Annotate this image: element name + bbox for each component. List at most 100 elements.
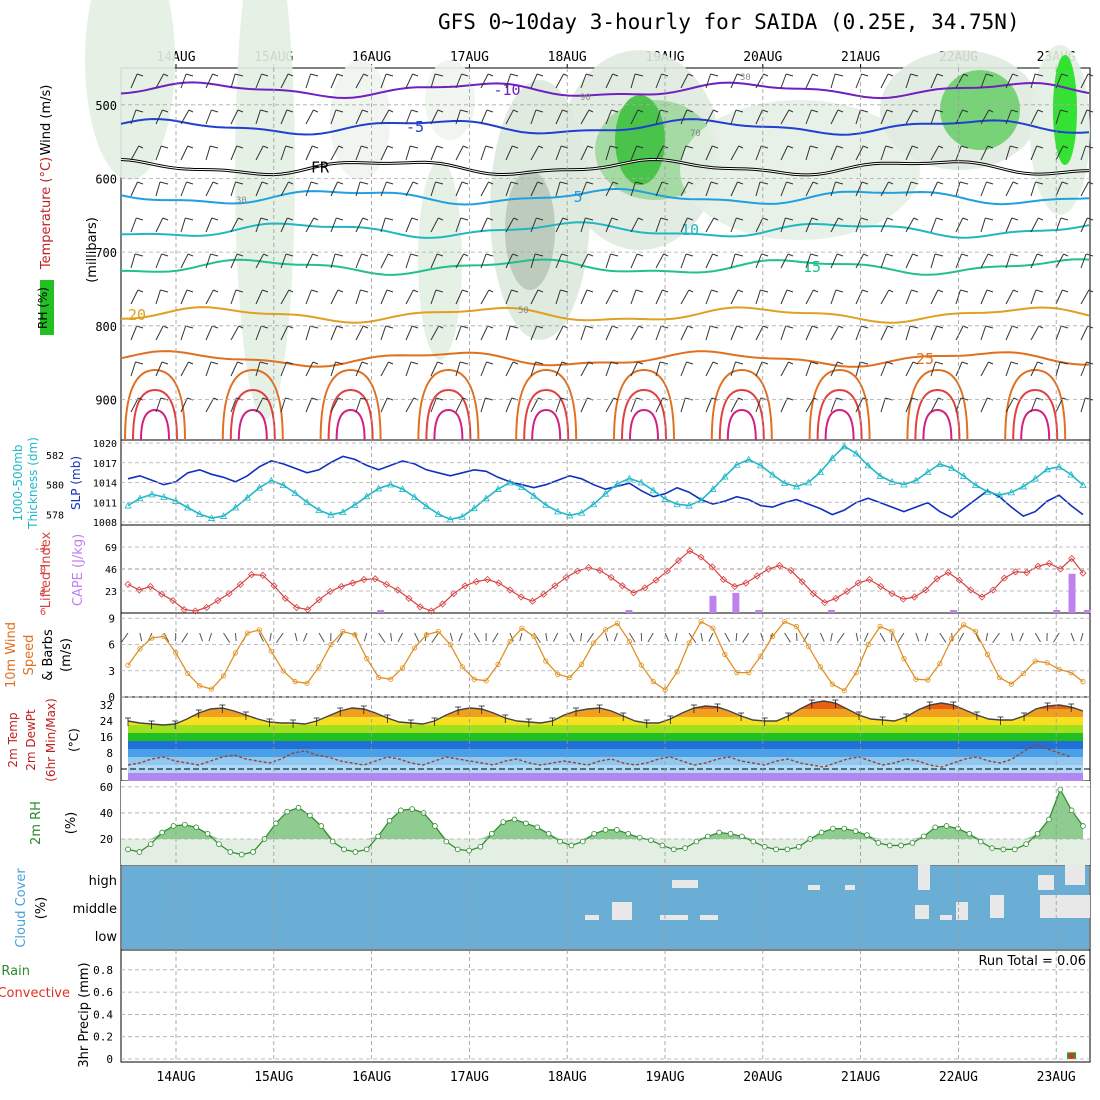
wind-barb — [530, 109, 537, 125]
cloud-gap — [915, 905, 929, 919]
wind-barb-flag — [912, 361, 919, 365]
thickness-line — [127, 455, 1084, 519]
wind-barb-flag — [686, 361, 694, 365]
slp-point — [864, 461, 872, 469]
lifted-index-point — [225, 589, 233, 598]
wind-barb-flag — [136, 73, 144, 77]
temp-band — [128, 757, 1083, 765]
isotherm-loop — [621, 388, 667, 441]
wind-barb-flag — [988, 361, 994, 365]
isotherm-loop — [229, 388, 276, 441]
wind-barb — [930, 109, 937, 125]
wind-barb — [130, 73, 138, 89]
rh-point — [705, 833, 711, 840]
wind-barb-flag — [1038, 217, 1044, 221]
slp-point — [351, 501, 359, 508]
wind-barb-flag — [1038, 325, 1044, 329]
wind-barb-flag — [437, 109, 444, 113]
wind-barb — [805, 145, 811, 161]
slp-point — [780, 479, 789, 487]
wind-barb-flag — [1036, 145, 1044, 149]
wind-barb-flag — [836, 397, 844, 401]
rh-point — [977, 838, 984, 845]
wind-barb — [980, 181, 987, 197]
wind-speed-point — [364, 656, 370, 662]
wind-barb-flag — [234, 73, 244, 77]
wind-barb — [1034, 632, 1041, 643]
slp-point — [948, 464, 956, 471]
lifted-index-point — [191, 607, 199, 615]
lifted-index-point — [888, 589, 896, 598]
isotherm-loop — [425, 388, 472, 441]
isotherm-line — [120, 81, 1090, 100]
wind-barb — [955, 289, 961, 305]
slp-point — [924, 468, 932, 475]
wind-barb-flag — [636, 253, 644, 257]
wind-barb — [1055, 325, 1062, 341]
wind-barb — [130, 217, 137, 233]
wind-barb — [180, 73, 187, 89]
wind-barb — [755, 325, 764, 341]
wind-barb — [742, 632, 750, 643]
rh-point — [341, 846, 347, 853]
rh-point — [238, 851, 245, 858]
wind-barb-flag — [188, 361, 194, 365]
slp-point — [685, 501, 693, 509]
wind-barb-flag — [1037, 109, 1044, 113]
lifted-index-point — [483, 575, 492, 584]
wind-barb — [380, 217, 386, 233]
isotherm-loop — [515, 368, 578, 441]
wind-barb-flag — [388, 361, 394, 365]
wind-barb-flag — [1010, 145, 1019, 149]
lifted-index-point — [259, 571, 267, 579]
wind-barb — [730, 145, 740, 161]
wind-barb — [1010, 632, 1014, 642]
wind-barb — [378, 632, 386, 643]
wind-barb — [205, 217, 213, 233]
wind-barb — [505, 361, 514, 377]
wind-barb — [130, 361, 136, 377]
wind10-label-2: Speed — [22, 635, 37, 676]
isotherm-label: 25 — [916, 350, 934, 368]
wind-barb — [230, 217, 239, 233]
wind-barb — [855, 632, 859, 642]
wind-barb-flag — [610, 361, 619, 365]
wind-barb-flag — [413, 289, 419, 293]
wind-speed-point — [1068, 670, 1074, 676]
lifted-index-point — [764, 565, 772, 573]
wind-barb — [130, 181, 138, 197]
wind-barb — [555, 397, 562, 413]
wind-barb — [628, 632, 636, 643]
wind-barb — [760, 632, 764, 642]
temp-label-1: 2m Temp — [6, 712, 20, 767]
wind-barb — [155, 325, 164, 341]
wind-barb-flag — [1087, 217, 1094, 221]
wind-barb — [880, 253, 887, 269]
isotherm-label: FR — [311, 158, 330, 176]
wind-barb-flag — [235, 181, 244, 185]
wind-barb-flag — [386, 181, 394, 185]
wind-barb — [955, 109, 963, 125]
wind-barb — [880, 361, 887, 377]
isotherm-line — [120, 350, 1089, 368]
wind-barb-flag — [235, 289, 244, 293]
wind-barb — [705, 361, 714, 377]
wind-barb — [318, 632, 325, 643]
precip-tick: 0.8 — [93, 964, 113, 977]
wind-barb — [305, 325, 311, 341]
precip-legend-rain: Total / Rain — [0, 964, 30, 979]
wind-barb — [505, 73, 512, 89]
wind-barb — [455, 289, 463, 305]
wind-barb-flag — [163, 73, 169, 77]
lifted-index-point — [371, 575, 379, 583]
wind-barb — [930, 289, 939, 305]
wind-barb — [655, 397, 664, 413]
cloud-gap — [1040, 895, 1090, 918]
rh-point — [841, 825, 848, 832]
wind-barb-flag — [1059, 361, 1069, 365]
slp-point — [768, 470, 777, 478]
wind-barb-flag — [960, 289, 969, 293]
wind-barb-flag — [1035, 289, 1044, 293]
wind-barb — [705, 109, 714, 125]
rh-point — [204, 830, 211, 837]
